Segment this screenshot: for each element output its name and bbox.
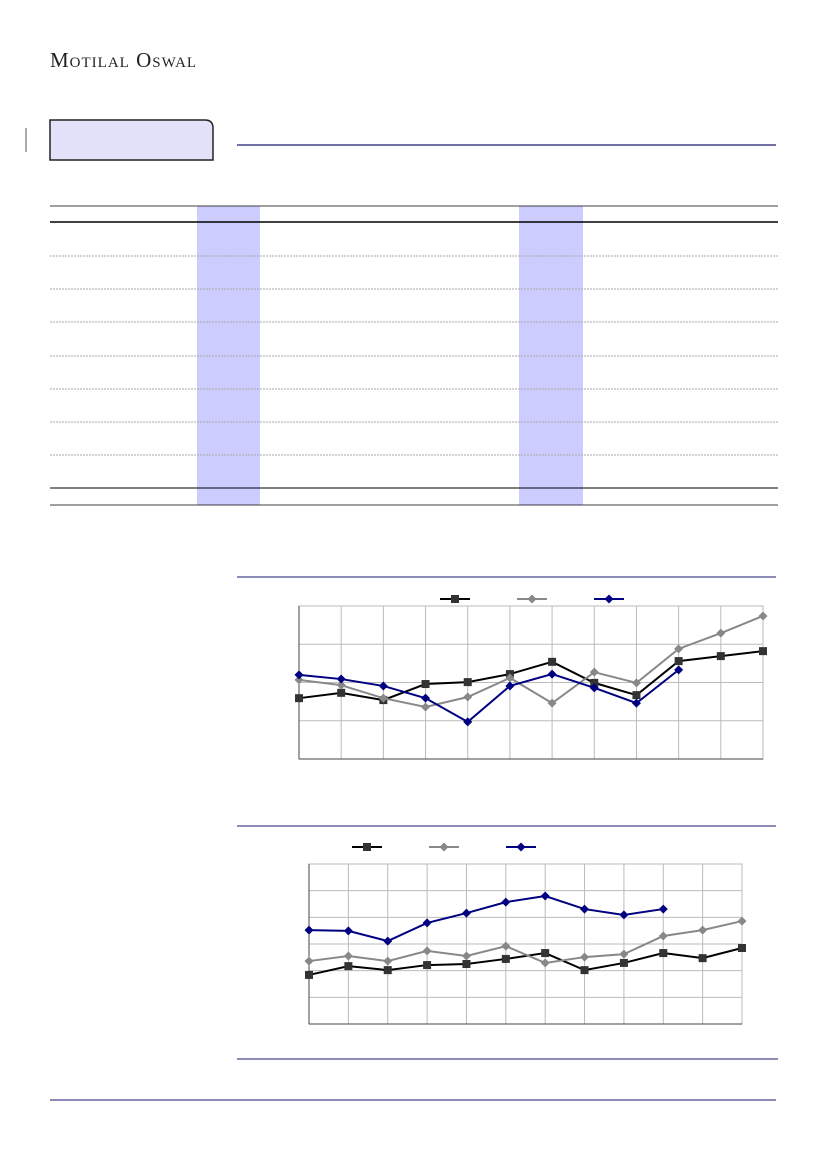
marker <box>527 594 537 604</box>
marker <box>501 954 510 963</box>
section-tab <box>49 119 214 161</box>
marker <box>421 702 431 712</box>
marker <box>540 958 550 968</box>
marker <box>421 680 430 689</box>
marker <box>451 595 459 603</box>
marker <box>343 926 353 936</box>
marker <box>619 949 629 959</box>
marker <box>439 842 449 852</box>
series-line <box>298 669 680 724</box>
marker <box>295 694 303 703</box>
marker <box>698 925 708 935</box>
marker <box>363 843 371 851</box>
marker <box>674 665 684 675</box>
marker <box>336 674 346 684</box>
marker <box>383 966 392 975</box>
marker <box>580 966 589 975</box>
marker <box>738 944 746 952</box>
series-line <box>308 947 743 976</box>
marker <box>423 961 432 970</box>
marker <box>632 691 641 700</box>
marker <box>758 611 768 621</box>
marker <box>461 908 471 918</box>
row-rules <box>50 255 778 456</box>
marker <box>501 941 511 951</box>
marker <box>737 916 747 926</box>
marker <box>716 628 726 638</box>
marker <box>516 842 526 852</box>
marker <box>604 594 614 604</box>
marker <box>383 956 393 966</box>
marker <box>462 960 471 968</box>
marker <box>294 670 304 680</box>
marker <box>336 680 346 690</box>
marker <box>505 681 515 691</box>
marker <box>463 692 473 702</box>
marker <box>305 970 313 979</box>
marker <box>422 946 432 956</box>
marker <box>589 683 599 693</box>
marker <box>716 652 725 661</box>
brand: Motilal Oswal <box>50 48 197 72</box>
marker <box>422 918 432 928</box>
marker <box>547 669 557 679</box>
marker <box>304 956 314 966</box>
marker <box>547 698 557 708</box>
marker <box>759 647 767 656</box>
marker <box>383 936 393 946</box>
marker <box>580 904 590 914</box>
marker <box>619 958 628 967</box>
marker <box>463 678 472 687</box>
marker <box>674 644 684 654</box>
marker <box>698 954 707 963</box>
marker <box>589 667 599 677</box>
series-line <box>298 615 764 709</box>
marker <box>304 925 314 935</box>
marker <box>580 952 590 962</box>
marker <box>619 910 629 920</box>
marker <box>461 951 471 961</box>
marker <box>343 951 353 961</box>
marker <box>541 949 550 958</box>
marker <box>548 657 557 666</box>
table <box>50 205 778 506</box>
marker <box>631 678 641 688</box>
chart <box>304 842 747 1025</box>
marker <box>501 897 511 907</box>
marker <box>658 931 668 941</box>
marker <box>344 962 353 971</box>
marker <box>590 678 599 687</box>
marker <box>540 891 550 901</box>
marker <box>659 949 668 958</box>
marker <box>658 904 668 914</box>
series-line <box>298 650 764 702</box>
marker <box>505 673 515 683</box>
chart <box>294 594 768 760</box>
series-line <box>308 894 664 943</box>
marker <box>378 681 388 691</box>
marker <box>674 657 683 666</box>
marker <box>294 675 304 685</box>
series-line <box>308 920 743 964</box>
marker <box>421 693 431 703</box>
marker <box>631 698 641 708</box>
marker <box>378 693 388 703</box>
marker <box>463 717 473 727</box>
marker <box>337 688 346 697</box>
